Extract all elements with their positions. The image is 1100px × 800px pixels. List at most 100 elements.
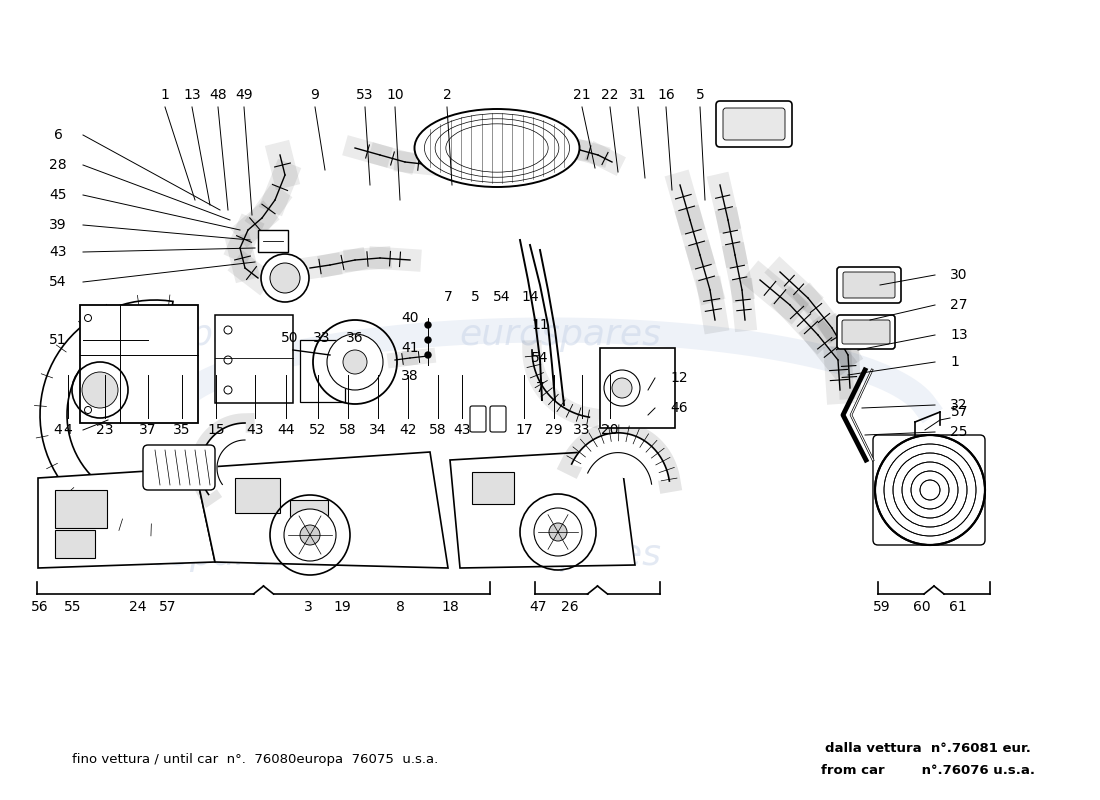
- Circle shape: [612, 378, 632, 398]
- Text: 44: 44: [277, 423, 295, 437]
- Text: 55: 55: [64, 600, 81, 614]
- Text: 24: 24: [130, 600, 146, 614]
- Text: 37: 37: [140, 423, 156, 437]
- Text: 13: 13: [950, 328, 968, 342]
- Text: 42: 42: [399, 423, 417, 437]
- Circle shape: [284, 509, 336, 561]
- Text: 7: 7: [443, 290, 452, 304]
- Text: 34: 34: [370, 423, 387, 437]
- FancyBboxPatch shape: [55, 490, 107, 528]
- Circle shape: [874, 435, 984, 545]
- Text: 54: 54: [493, 290, 510, 304]
- Polygon shape: [39, 468, 214, 568]
- FancyBboxPatch shape: [837, 315, 895, 349]
- FancyBboxPatch shape: [723, 108, 785, 140]
- Text: 35: 35: [174, 423, 190, 437]
- Text: 18: 18: [441, 600, 459, 614]
- FancyBboxPatch shape: [55, 530, 95, 558]
- FancyBboxPatch shape: [837, 267, 901, 303]
- FancyBboxPatch shape: [843, 272, 895, 298]
- Text: 15: 15: [207, 423, 224, 437]
- Text: 9: 9: [310, 88, 319, 102]
- Polygon shape: [572, 433, 670, 484]
- Text: 31: 31: [629, 88, 647, 102]
- FancyBboxPatch shape: [214, 315, 293, 403]
- Text: 6: 6: [54, 128, 63, 142]
- Text: 33: 33: [314, 331, 331, 345]
- Text: 14: 14: [521, 290, 539, 304]
- Text: eurospares: eurospares: [459, 318, 661, 352]
- Text: 40: 40: [402, 311, 419, 325]
- Text: 43: 43: [50, 245, 67, 259]
- Text: 21: 21: [573, 88, 591, 102]
- Text: 51: 51: [50, 333, 67, 347]
- Ellipse shape: [415, 109, 580, 187]
- FancyBboxPatch shape: [600, 348, 675, 428]
- Text: 43: 43: [246, 423, 264, 437]
- Text: 57: 57: [952, 405, 969, 419]
- Polygon shape: [200, 423, 245, 494]
- Text: 33: 33: [573, 423, 591, 437]
- Text: 16: 16: [657, 88, 675, 102]
- Text: eurospares: eurospares: [459, 538, 661, 572]
- Text: 27: 27: [950, 298, 968, 312]
- Circle shape: [549, 523, 566, 541]
- Text: 4: 4: [54, 423, 63, 437]
- Ellipse shape: [261, 254, 309, 302]
- FancyBboxPatch shape: [470, 406, 486, 432]
- FancyBboxPatch shape: [300, 340, 345, 402]
- Text: 19: 19: [333, 600, 351, 614]
- FancyBboxPatch shape: [143, 445, 214, 490]
- Text: 30: 30: [950, 268, 968, 282]
- Text: 5: 5: [695, 88, 704, 102]
- Text: 58: 58: [339, 423, 356, 437]
- Text: 20: 20: [602, 423, 618, 437]
- FancyBboxPatch shape: [80, 305, 198, 423]
- Text: 58: 58: [429, 423, 447, 437]
- FancyBboxPatch shape: [235, 478, 280, 513]
- Text: eurospares: eurospares: [89, 318, 292, 352]
- Text: 54: 54: [531, 351, 549, 365]
- Polygon shape: [450, 450, 635, 568]
- Text: 10: 10: [386, 88, 404, 102]
- Circle shape: [82, 372, 118, 408]
- Circle shape: [327, 334, 383, 390]
- Text: 46: 46: [670, 401, 688, 415]
- Polygon shape: [40, 300, 173, 530]
- Text: dalla vettura  n°.76081 eur.: dalla vettura n°.76081 eur.: [825, 742, 1031, 754]
- Circle shape: [425, 337, 431, 343]
- Text: 23: 23: [97, 423, 113, 437]
- Text: 22: 22: [602, 88, 618, 102]
- Text: 48: 48: [209, 88, 227, 102]
- FancyBboxPatch shape: [873, 435, 985, 545]
- Text: fino vettura / until car  n°.  76080europa  76075  u.s.a.: fino vettura / until car n°. 76080europa…: [72, 754, 438, 766]
- Circle shape: [343, 350, 367, 374]
- Text: 61: 61: [949, 600, 967, 614]
- Text: from car        n°.76076 u.s.a.: from car n°.76076 u.s.a.: [821, 763, 1035, 777]
- Ellipse shape: [270, 263, 300, 293]
- Text: 43: 43: [453, 423, 471, 437]
- Text: 26: 26: [561, 600, 579, 614]
- FancyBboxPatch shape: [490, 406, 506, 432]
- Text: 29: 29: [546, 423, 563, 437]
- Text: 1: 1: [161, 88, 169, 102]
- Text: 59: 59: [873, 600, 891, 614]
- Text: 47: 47: [529, 600, 547, 614]
- Text: 52: 52: [309, 423, 327, 437]
- Text: 8: 8: [396, 600, 405, 614]
- Polygon shape: [195, 452, 448, 568]
- FancyBboxPatch shape: [290, 500, 328, 528]
- Text: 4: 4: [64, 423, 73, 437]
- FancyBboxPatch shape: [716, 101, 792, 147]
- Text: 1: 1: [950, 355, 959, 369]
- FancyBboxPatch shape: [472, 472, 514, 504]
- Circle shape: [425, 322, 431, 328]
- Text: 25: 25: [950, 425, 968, 439]
- Text: 17: 17: [515, 423, 532, 437]
- Text: 13: 13: [184, 88, 201, 102]
- Text: 32: 32: [950, 398, 968, 412]
- Text: 36: 36: [346, 331, 364, 345]
- Text: 56: 56: [31, 600, 48, 614]
- Text: 5: 5: [471, 290, 480, 304]
- Circle shape: [425, 352, 431, 358]
